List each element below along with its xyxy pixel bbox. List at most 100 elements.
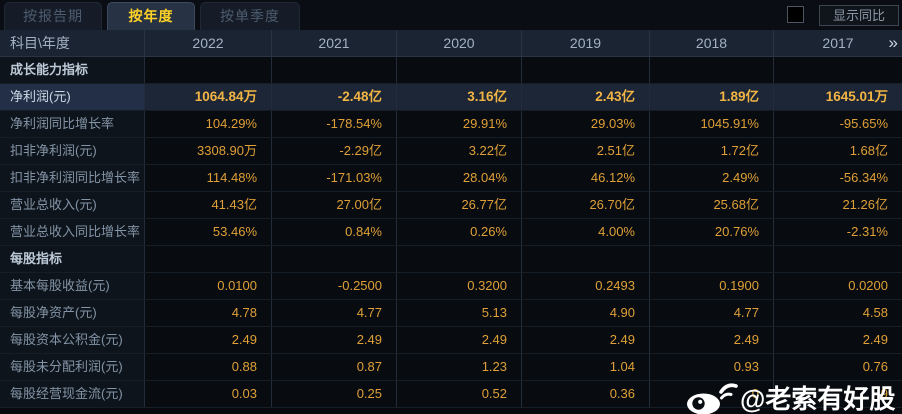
value-cell: 25.68亿 [650, 192, 774, 218]
value-cell: 2.51亿 [522, 138, 650, 164]
table-row[interactable]: 成长能力指标 [0, 57, 902, 84]
value-cell: 2.49 [774, 327, 902, 353]
row-label: 扣非净利润(元) [0, 138, 145, 164]
table-row[interactable]: 营业总收入(元) 41.43亿 27.00亿 26.77亿 26.70亿 25.68亿 21… [0, 192, 902, 219]
show-yoy-checkbox[interactable] [787, 6, 804, 23]
value-cell: 4.77 [272, 300, 397, 326]
value-cell [774, 246, 902, 272]
value-cell: 0.03 [145, 381, 272, 407]
show-yoy-button[interactable]: 显示同比 [819, 5, 899, 26]
value-cell: 2.49 [272, 327, 397, 353]
year-header-2018: 2018 [650, 30, 774, 56]
value-cell: 0.88 [145, 354, 272, 380]
value-cell: 1.89亿 [650, 84, 774, 110]
value-cell: 27.00亿 [272, 192, 397, 218]
year-header-2022: 2022 [145, 30, 272, 56]
value-cell [650, 246, 774, 272]
period-tab-bar: 按报告期 按年度 按单季度 显示同比 [0, 0, 902, 30]
value-cell: -0.2500 [272, 273, 397, 299]
value-cell [650, 57, 774, 83]
value-cell: 0.26% [397, 219, 522, 245]
tab-by-report-period[interactable]: 按报告期 [4, 2, 102, 30]
row-label: 每股经营现金流(元) [0, 381, 145, 407]
corner-header-label: 科目\年度 [0, 30, 145, 56]
value-cell: 0.87 [272, 354, 397, 380]
value-cell: 114.48% [145, 165, 272, 191]
table-row[interactable]: 每股经营现金流(元) 0.03 0.25 0.52 0.36 0 9 [0, 381, 902, 408]
value-cell: 28.04% [397, 165, 522, 191]
table-row[interactable]: 营业总收入同比增长率 53.46% 0.84% 0.26% 4.00% 20.76% -2.… [0, 219, 902, 246]
value-cell: 29.91% [397, 111, 522, 137]
value-cell: 4.78 [145, 300, 272, 326]
tab-by-single-quarter[interactable]: 按单季度 [200, 2, 300, 30]
row-label: 每股未分配利润(元) [0, 354, 145, 380]
value-cell [272, 246, 397, 272]
value-cell: 4.58 [774, 300, 902, 326]
value-cell [145, 57, 272, 83]
value-cell: 26.77亿 [397, 192, 522, 218]
table-row[interactable]: 每股未分配利润(元) 0.88 0.87 1.23 1.04 0.93 0.76 [0, 354, 902, 381]
value-cell: 1045.91% [650, 111, 774, 137]
value-cell: 9 [774, 381, 902, 407]
row-label: 每股净资产(元) [0, 300, 145, 326]
year-header-2021: 2021 [272, 30, 397, 56]
table-header-row: 科目\年度 2022 2021 2020 2019 2018 2017 » [0, 30, 902, 57]
value-cell: 2.49 [397, 327, 522, 353]
value-cell: 1.72亿 [650, 138, 774, 164]
value-cell: 26.70亿 [522, 192, 650, 218]
year-header-2020: 2020 [397, 30, 522, 56]
value-cell: 0.52 [397, 381, 522, 407]
table-row[interactable]: 净利润(元) 1064.84万 -2.48亿 3.16亿 2.43亿 1.89亿 1645.… [0, 84, 902, 111]
value-cell: 3308.90万 [145, 138, 272, 164]
table-row[interactable]: 每股指标 [0, 246, 902, 273]
row-label: 扣非净利润同比增长率 [0, 165, 145, 191]
value-cell: 2.49 [522, 327, 650, 353]
financial-table-body: 成长能力指标 净利润(元) 1064.84万 -2.48亿 3.16亿 2.43亿 1.89… [0, 57, 902, 408]
value-cell [397, 57, 522, 83]
value-cell: 2.49% [650, 165, 774, 191]
value-cell: 0.0200 [774, 273, 902, 299]
value-cell [522, 246, 650, 272]
value-cell: 2.49 [145, 327, 272, 353]
value-cell: 0.84% [272, 219, 397, 245]
year-header-label: 2017 [822, 35, 854, 51]
value-cell: 3.16亿 [397, 84, 522, 110]
value-cell: 29.03% [522, 111, 650, 137]
value-cell: 0.2493 [522, 273, 650, 299]
row-label: 净利润同比增长率 [0, 111, 145, 137]
row-label: 成长能力指标 [0, 57, 145, 83]
value-cell: 104.29% [145, 111, 272, 137]
table-row[interactable]: 扣非净利润同比增长率 114.48% -171.03% 28.04% 46.12% 2.4… [0, 165, 902, 192]
value-cell [145, 246, 272, 272]
value-cell: 0.36 [522, 381, 650, 407]
more-years-chevron-icon[interactable]: » [888, 33, 899, 52]
table-row[interactable]: 基本每股收益(元) 0.0100 -0.2500 0.3200 0.2493 0.1900… [0, 273, 902, 300]
value-cell: 4.77 [650, 300, 774, 326]
value-cell: 0.3200 [397, 273, 522, 299]
value-cell: 1064.84万 [145, 84, 272, 110]
value-cell: 21.26亿 [774, 192, 902, 218]
value-cell: 0.25 [272, 381, 397, 407]
value-cell: 4.90 [522, 300, 650, 326]
value-cell: 46.12% [522, 165, 650, 191]
row-label: 净利润(元) [0, 84, 145, 110]
table-row[interactable]: 净利润同比增长率 104.29% -178.54% 29.91% 29.03% 1045.… [0, 111, 902, 138]
value-cell: 1.68亿 [774, 138, 902, 164]
table-row[interactable]: 每股净资产(元) 4.78 4.77 5.13 4.90 4.77 4.58 [0, 300, 902, 327]
value-cell: -2.48亿 [272, 84, 397, 110]
value-cell [522, 57, 650, 83]
value-cell: 0.0100 [145, 273, 272, 299]
value-cell [272, 57, 397, 83]
value-cell: 0.93 [650, 354, 774, 380]
value-cell [774, 57, 902, 83]
value-cell: 2.43亿 [522, 84, 650, 110]
row-label: 营业总收入同比增长率 [0, 219, 145, 245]
row-label: 每股指标 [0, 246, 145, 272]
tab-by-year[interactable]: 按年度 [107, 2, 195, 30]
row-label: 基本每股收益(元) [0, 273, 145, 299]
value-cell: -171.03% [272, 165, 397, 191]
value-cell: -2.31% [774, 219, 902, 245]
value-cell: 1.04 [522, 354, 650, 380]
table-row[interactable]: 每股资本公积金(元) 2.49 2.49 2.49 2.49 2.49 2.49 [0, 327, 902, 354]
table-row[interactable]: 扣非净利润(元) 3308.90万 -2.29亿 3.22亿 2.51亿 1.72亿 1.6… [0, 138, 902, 165]
